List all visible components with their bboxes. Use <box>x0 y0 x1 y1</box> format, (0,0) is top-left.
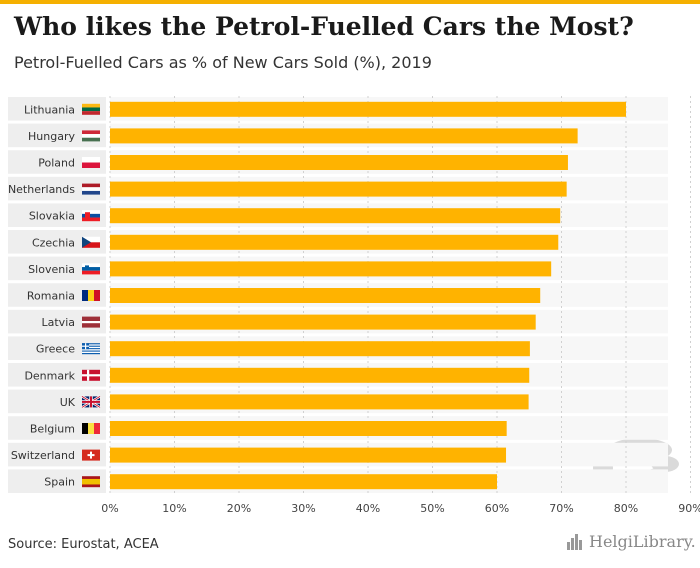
row-label-background <box>8 309 106 334</box>
hungary-flag-icon <box>82 130 100 142</box>
row-label-background <box>8 150 106 174</box>
slovakia-flag-icon <box>82 210 100 222</box>
x-tick-label: 20% <box>227 502 251 515</box>
bar-switzerland <box>110 447 507 463</box>
bar-belgium <box>110 421 507 436</box>
spain-flag-icon <box>82 476 100 488</box>
x-tick-label: 60% <box>485 502 509 515</box>
category-label: Slovenia <box>28 263 75 276</box>
x-tick-label: 10% <box>162 502 186 515</box>
romania-flag-icon <box>82 290 100 301</box>
category-label: Netherlands <box>8 183 75 196</box>
row-label-background <box>8 256 106 281</box>
row-label-background <box>8 176 106 201</box>
slovenia-flag-icon <box>82 263 100 275</box>
category-label: Romania <box>27 290 75 303</box>
top-accent-bar <box>0 0 700 4</box>
category-label: Slovakia <box>29 210 75 223</box>
category-label: Denmark <box>24 369 75 382</box>
bar-slovakia <box>110 208 561 224</box>
bar-chart: 0% 10% 20% 30% 40% 50% 60% 70% 80% 90% Lithuania Hu… <box>8 96 700 515</box>
lithuania-flag-icon <box>82 103 100 115</box>
category-label: Belgium <box>30 423 75 436</box>
row-label-background <box>8 416 106 440</box>
denmark-flag-icon <box>82 369 100 381</box>
x-tick-label: 30% <box>291 502 315 515</box>
helgi-library-logo: HelgiLibrary. <box>567 532 696 551</box>
x-tick-label: 0% <box>101 502 118 515</box>
bar-czechia <box>110 234 559 250</box>
bar-hungary <box>110 128 578 144</box>
category-label: Switzerland <box>11 449 75 462</box>
poland-flag-icon <box>82 157 100 168</box>
chart-subtitle: Petrol-Fuelled Cars as % of New Cars Sol… <box>14 53 432 72</box>
row-label-background <box>8 363 106 387</box>
row-label-background <box>8 203 106 227</box>
bar-lithuania <box>110 101 626 117</box>
bar-slovenia <box>110 261 552 277</box>
bar-greece <box>110 341 530 357</box>
row-label-background <box>8 442 106 467</box>
bar-romania <box>110 288 541 303</box>
chart-title: Who likes the Petrol-Fuelled Cars the Mo… <box>14 12 634 41</box>
row-label-background <box>8 230 106 254</box>
library-logo-icon <box>567 533 585 550</box>
source-note: Source: Eurostat, ACEA <box>8 537 159 552</box>
category-label: Hungary <box>28 130 75 143</box>
x-tick-label: 80% <box>614 502 638 515</box>
x-tick-label: 40% <box>356 502 380 515</box>
bar-netherlands <box>110 181 567 197</box>
x-tick-label: 70% <box>549 502 573 515</box>
row-label-background <box>8 283 106 307</box>
x-tick-label: 90% <box>678 502 700 515</box>
bar-spain <box>110 474 497 490</box>
row-label-background <box>8 389 106 414</box>
category-label: Lithuania <box>24 103 75 116</box>
category-label: Latvia <box>42 316 76 329</box>
row-label-background <box>8 336 106 360</box>
bar-uk <box>110 394 529 410</box>
row-label-background <box>8 123 106 148</box>
category-label: Greece <box>36 343 75 356</box>
logo-text: HelgiLibrary. <box>589 532 696 551</box>
category-label: Czechia <box>32 236 75 249</box>
row-label-background <box>8 469 106 493</box>
switzerland-flag-icon <box>82 449 100 461</box>
bar-denmark <box>110 367 530 383</box>
bar-poland <box>110 155 568 170</box>
x-tick-label: 50% <box>420 502 444 515</box>
greece-flag-icon <box>82 343 100 355</box>
row-label-background <box>8 97 106 121</box>
bar-latvia <box>110 314 536 330</box>
belgium-flag-icon <box>82 423 100 434</box>
category-label: Spain <box>44 476 75 489</box>
latvia-flag-icon <box>82 316 100 328</box>
czechia-flag-icon <box>82 236 100 248</box>
category-label: UK <box>60 396 76 409</box>
category-label: Poland <box>38 157 75 170</box>
uk-flag-icon <box>81 395 101 409</box>
netherlands-flag-icon <box>82 183 100 195</box>
